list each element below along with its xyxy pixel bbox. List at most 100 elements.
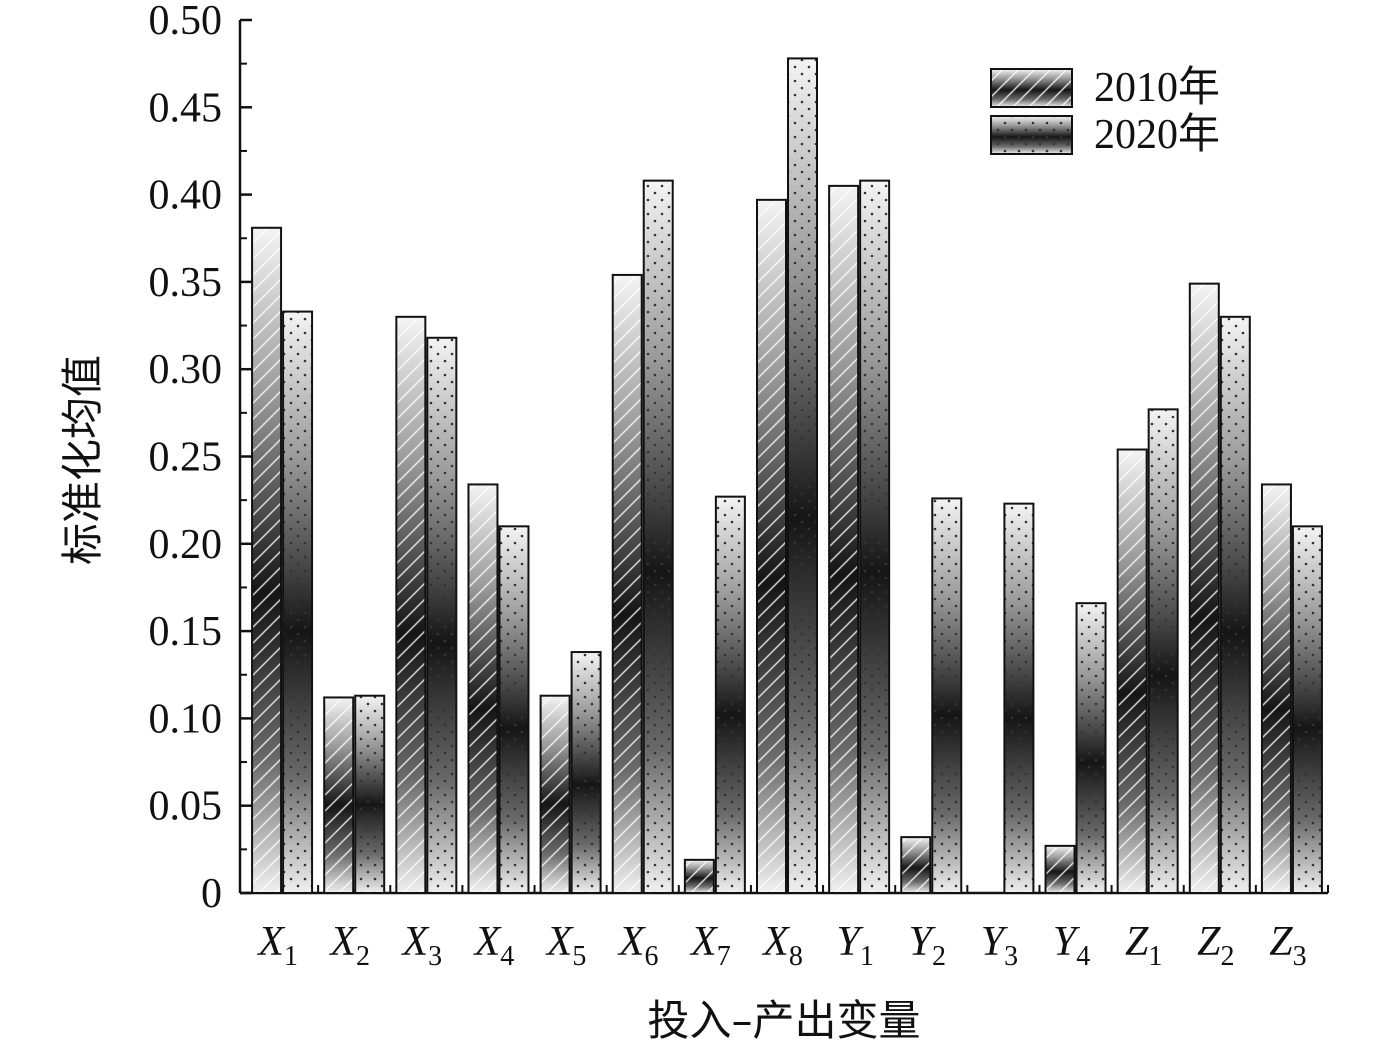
- bar-pattern: [1148, 409, 1178, 893]
- bar-outline: [900, 836, 932, 894]
- bar-outline: [714, 495, 746, 894]
- bar-outline: [498, 525, 530, 895]
- bar-pattern: [1076, 603, 1106, 893]
- bar-pattern: [788, 58, 817, 894]
- legend-label: 2020年: [1094, 111, 1220, 158]
- bar-pattern: [427, 337, 457, 894]
- legend-item-2010: 2010年: [990, 64, 1220, 111]
- y-tick-label: 0.25: [149, 435, 223, 481]
- bar-2020-X1: [282, 310, 314, 895]
- y-axis-title: 标准化均值: [58, 355, 107, 565]
- bar-pattern: [499, 526, 529, 893]
- bar-2020-X7: [714, 495, 746, 894]
- bar-pattern: [612, 274, 642, 893]
- bar-2020-X5: [570, 651, 602, 894]
- x-tick-label: Z2: [1197, 919, 1234, 972]
- bar-outline: [1116, 448, 1148, 894]
- bar-pattern: [283, 311, 313, 893]
- x-tick-label: X5: [545, 919, 587, 972]
- bar-outline: [323, 696, 355, 894]
- y-tick-label: 0.05: [149, 784, 223, 830]
- bar-pattern: [468, 484, 498, 893]
- y-tick-label: 0.45: [149, 85, 223, 131]
- bar-outline: [756, 198, 787, 894]
- bar-pattern: [860, 180, 890, 893]
- bar-2020-X8: [787, 57, 818, 895]
- x-tick-label: Y2: [909, 919, 946, 972]
- bar-outline: [611, 273, 643, 894]
- bar-2010-Z3: [1260, 483, 1292, 894]
- bar-2010-X2: [323, 696, 355, 894]
- bar-pattern: [355, 695, 385, 893]
- bar-pattern: [1004, 503, 1034, 893]
- x-tick-label: Y1: [836, 919, 873, 972]
- bar-2010-Y1: [828, 184, 860, 894]
- bar-pattern: [829, 185, 859, 893]
- bar-pattern: [540, 695, 570, 893]
- bar-pattern: [571, 652, 601, 893]
- labels: 0 0.05 0.10 0.15 0.20 0.25 0.30 0.35 0.40 0.45 0.5…: [58, 0, 1307, 1045]
- bar-pattern: [252, 227, 282, 894]
- legend-swatch-outline: [990, 115, 1073, 155]
- bars: [251, 57, 1323, 895]
- bar-2020-Y4: [1075, 602, 1107, 894]
- legend-swatch-pattern: [991, 69, 1072, 107]
- bar-2020-X4: [498, 525, 530, 895]
- bar-2020-X2: [354, 694, 386, 895]
- bar-2020-Y1: [859, 179, 891, 894]
- bar-2010-X8: [756, 198, 787, 894]
- bar-pattern: [932, 498, 962, 893]
- x-tick-label: X4: [473, 919, 515, 972]
- bar-pattern: [757, 199, 786, 893]
- bar-pattern: [643, 180, 673, 893]
- bar-2020-Y2: [931, 497, 963, 894]
- bar-2020-Z3: [1291, 525, 1323, 895]
- bar-outline: [1188, 282, 1220, 894]
- x-axis-title: 投入–产出变量: [647, 996, 920, 1045]
- legend-swatch-pattern: [991, 116, 1072, 154]
- bar-2010-Y4: [1044, 844, 1076, 894]
- bar-pattern: [1220, 316, 1250, 893]
- bar-pattern: [901, 837, 931, 893]
- legend-swatch-outline: [990, 68, 1073, 108]
- y-tick-label: 0.50: [149, 0, 223, 44]
- bar-2020-Z1: [1147, 408, 1179, 894]
- bar-2010-X6: [611, 273, 643, 894]
- x-tick-label: X7: [689, 919, 731, 972]
- bar-2020-Y3: [1003, 502, 1035, 894]
- x-tick-label: X2: [328, 919, 370, 972]
- legend-item-2020: 2020年: [990, 111, 1220, 158]
- bar-outline: [787, 57, 818, 895]
- bar-pattern: [324, 697, 354, 893]
- bar-pattern: [1045, 845, 1075, 893]
- y-tick-label: 0.40: [149, 173, 223, 219]
- bar-outline: [1219, 315, 1251, 894]
- y-tick-label: 0: [201, 871, 222, 917]
- bar-pattern: [1189, 283, 1219, 893]
- x-tick-label: X3: [401, 919, 443, 972]
- bar-outline: [642, 179, 674, 894]
- bar-outline: [426, 336, 458, 895]
- bar-outline: [354, 694, 386, 895]
- x-tick-label: Z1: [1125, 919, 1162, 972]
- y-tick-label: 0.20: [149, 522, 223, 568]
- bar-outline: [1147, 408, 1179, 894]
- bar-outline: [1291, 525, 1323, 895]
- y-tick-label: 0.15: [149, 609, 223, 655]
- bar-outline: [395, 315, 427, 894]
- bar-outline: [467, 483, 499, 894]
- bar-2010-Z2: [1188, 282, 1220, 894]
- x-tick-label: Y4: [1053, 919, 1090, 972]
- bar-2010-Y2: [900, 836, 932, 894]
- bar-outline: [539, 694, 571, 895]
- bar-2010-Z1: [1116, 448, 1148, 894]
- bar-2020-X3: [426, 336, 458, 895]
- x-tick-label: Y3: [981, 919, 1018, 972]
- bar-pattern: [1261, 484, 1291, 893]
- bar-outline: [251, 226, 283, 895]
- bar-outline: [859, 179, 891, 894]
- y-tick-label: 0.10: [149, 696, 223, 742]
- x-tick-label: Z3: [1269, 919, 1306, 972]
- bar-pattern: [1292, 526, 1322, 893]
